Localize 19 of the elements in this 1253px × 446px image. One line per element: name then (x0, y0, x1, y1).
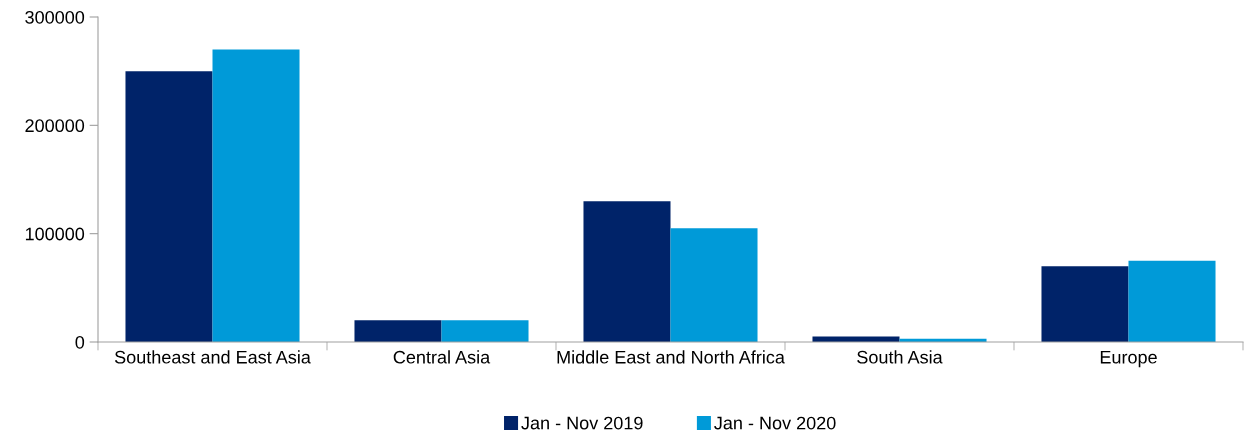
bar (354, 320, 442, 342)
x-tick-label: Europe (1100, 351, 1157, 368)
y-tick-label: 200000 (25, 119, 85, 133)
bar (670, 228, 758, 342)
legend-label: Jan - Nov 2019 (521, 416, 643, 430)
bar (1041, 266, 1129, 342)
legend-label: Jan - Nov 2020 (714, 416, 836, 430)
y-tick-label: 100000 (25, 227, 85, 241)
bar (212, 49, 300, 342)
x-tick-label: South Asia (857, 350, 943, 364)
bar (125, 71, 213, 342)
y-tick-label: 0 (75, 335, 85, 349)
x-tick-label: Middle East and North Africa (557, 350, 785, 364)
bar (1128, 260, 1216, 342)
y-tick-label: 300000 (25, 10, 85, 24)
x-tick-label: Central Asia (393, 350, 491, 364)
x-tick-label: Southeast and East Asia (114, 350, 311, 364)
bar (583, 201, 671, 342)
bar (441, 320, 529, 342)
